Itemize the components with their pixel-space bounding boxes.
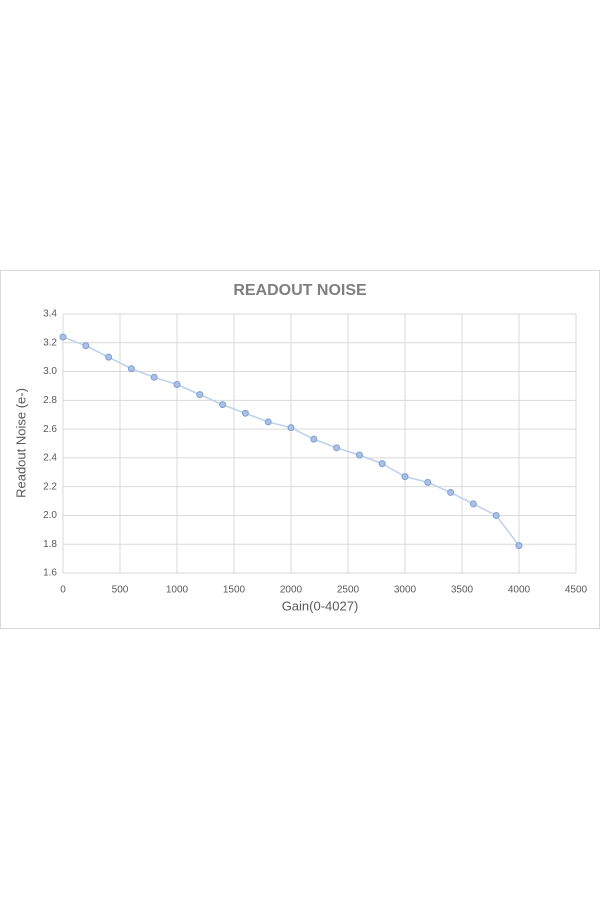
y-axis-label: Readout Noise (e-) — [13, 388, 28, 498]
data-point — [469, 500, 477, 508]
y-tick-label: 1.8 — [43, 539, 57, 550]
data-point — [378, 460, 386, 468]
data-point — [150, 373, 158, 381]
data-point — [401, 473, 409, 481]
data-point — [355, 451, 363, 459]
y-tick-label: 2.6 — [43, 424, 57, 435]
x-tick-label: 3500 — [451, 585, 474, 596]
data-point — [173, 381, 181, 389]
data-point — [127, 365, 135, 373]
data-point — [515, 542, 523, 550]
x-tick-label: 4500 — [565, 585, 588, 596]
data-point — [196, 391, 204, 399]
y-tick-label: 2.4 — [43, 453, 57, 464]
data-point — [241, 409, 249, 417]
data-point — [82, 342, 90, 350]
data-point — [447, 488, 455, 496]
data-point — [424, 478, 432, 486]
y-tick-label: 2.2 — [43, 481, 57, 492]
x-axis-label: Gain(0-4027) — [282, 598, 359, 613]
x-tick-label: 0 — [60, 585, 66, 596]
data-point — [287, 424, 295, 432]
y-tick-label: 3.4 — [43, 309, 57, 320]
y-tick-label: 3.0 — [43, 366, 57, 377]
x-tick-label: 2500 — [337, 585, 360, 596]
x-tick-label: 3000 — [394, 585, 417, 596]
data-point — [310, 435, 318, 443]
data-point — [264, 418, 272, 426]
x-tick-label: 4000 — [508, 585, 531, 596]
chart-title: READOUT NOISE — [233, 282, 367, 299]
x-tick-label: 2000 — [280, 585, 303, 596]
y-tick-label: 3.2 — [43, 337, 57, 348]
x-tick-label: 500 — [112, 585, 129, 596]
x-tick-label: 1000 — [166, 585, 189, 596]
data-point — [333, 444, 341, 452]
x-tick-label: 1500 — [223, 585, 246, 596]
y-tick-label: 2.0 — [43, 510, 57, 521]
data-point — [219, 401, 227, 409]
data-point — [492, 511, 500, 519]
y-tick-label: 1.6 — [43, 568, 57, 579]
chart-frame — [0, 270, 600, 629]
data-point — [59, 333, 67, 341]
y-tick-label: 2.8 — [43, 395, 57, 406]
data-point — [105, 353, 113, 361]
